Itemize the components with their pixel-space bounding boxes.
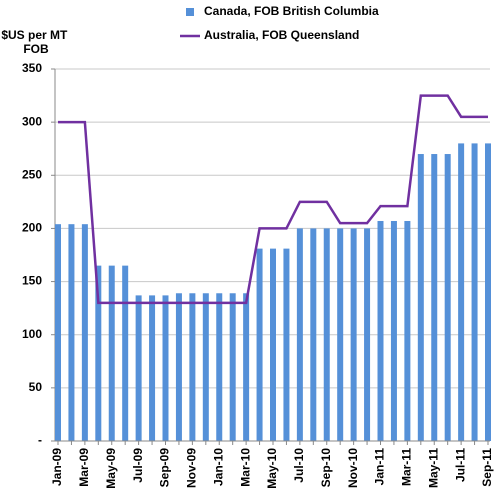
bar: [68, 224, 75, 441]
y-tick-label: -: [38, 433, 42, 447]
bar: [55, 224, 61, 441]
bar: [471, 143, 478, 441]
x-tick-label: Sep-09: [158, 448, 172, 488]
bar: [323, 228, 330, 441]
line: [58, 94, 488, 305]
x-tick-label: Sep-11: [480, 448, 494, 487]
x-tick-label: Jul-11: [453, 448, 467, 482]
bar: [350, 228, 357, 441]
bar: [377, 220, 384, 441]
y-tick-label: 50: [29, 380, 43, 394]
bar: [229, 293, 236, 441]
y-axis-title: $US per MT FOB: [1, 28, 70, 56]
bar: [243, 293, 250, 441]
x-tick-label: May-10: [265, 448, 279, 489]
bar: [431, 154, 438, 441]
bar: [485, 143, 491, 441]
bar: [108, 265, 115, 441]
bar: [162, 295, 169, 441]
bar: [283, 248, 290, 441]
bar: [404, 220, 411, 441]
y-axis-title-line: FOB: [23, 42, 49, 56]
y-tick-label: 300: [22, 114, 42, 128]
y-axis-title-line: $US per MT: [1, 28, 68, 42]
bar: [189, 293, 196, 441]
x-tick-label: Mar-11: [400, 448, 414, 486]
bar: [296, 228, 303, 441]
bar: [135, 295, 142, 441]
x-tick-label: Nov-10: [346, 448, 360, 488]
bar: [149, 295, 156, 441]
bar: [364, 228, 371, 441]
y-tick-label: 250: [22, 167, 42, 181]
legend-swatch: [186, 8, 194, 16]
y-tick-label: 100: [22, 327, 42, 341]
legend-label: Canada, FOB British Columbia: [204, 4, 379, 18]
x-tick-label: Jul-09: [131, 448, 145, 483]
y-tick-label: 150: [22, 274, 42, 288]
x-tick-label: Jan-11: [373, 448, 387, 486]
bar: [81, 224, 88, 441]
bar: [310, 228, 317, 441]
legend-label: Australia, FOB Queensland: [204, 28, 359, 42]
bar: [458, 143, 465, 441]
x-tick-label: Sep-10: [319, 448, 333, 488]
x-tick-label: May-11: [426, 448, 440, 488]
bar: [337, 228, 344, 441]
x-tick-label: Jan-09: [50, 448, 64, 486]
bar: [175, 293, 182, 441]
bar: [256, 248, 263, 441]
bar: [444, 154, 451, 441]
x-tick-label: Jan-10: [211, 448, 225, 486]
bar: [202, 293, 209, 441]
bar: [216, 293, 223, 441]
bar: [122, 265, 129, 441]
x-tick-label: May-09: [104, 448, 118, 489]
bar: [95, 265, 102, 441]
y-tick-label: 350: [22, 61, 42, 75]
bar: [270, 248, 276, 441]
y-tick-label: 200: [22, 221, 42, 235]
bar: [390, 220, 397, 441]
bar: [417, 154, 424, 441]
x-tick-label: Nov-09: [185, 448, 199, 488]
x-tick-label: Mar-10: [238, 448, 252, 487]
x-tick-label: Mar-09: [77, 448, 91, 487]
x-tick-label: Jul-10: [292, 448, 306, 483]
